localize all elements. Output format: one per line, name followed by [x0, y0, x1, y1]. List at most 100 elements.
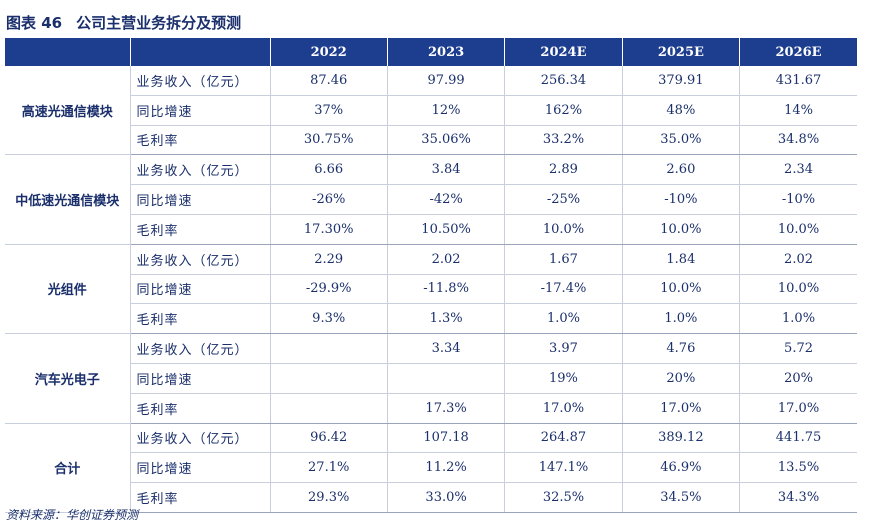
table-cell: 107.18	[387, 423, 506, 454]
table-cell: 30.75%	[270, 125, 388, 156]
table-row: 同比增速 27.1% 11.2% 147.1% 46.9% 13.5%	[5, 452, 857, 484]
table-cell: 2.60	[622, 154, 741, 186]
table-cell: 2.89	[504, 154, 623, 186]
segment-name: 合计	[5, 423, 131, 513]
table-cell: 48%	[622, 95, 741, 126]
source-note: 资料来源：华创证券预测	[6, 508, 139, 522]
table-cell: 17.30%	[270, 214, 388, 245]
table-row: 高速光通信模块 业务收入（亿元） 87.46 97.99 256.34 379.…	[5, 66, 857, 156]
table-cell: 17.0%	[504, 393, 623, 424]
table-cell: 1.84	[622, 244, 741, 275]
metric-label: 同比增速	[130, 274, 271, 305]
table-cell	[270, 333, 388, 364]
table-cell: -26%	[270, 184, 388, 215]
header-row: 2022 2023 2024E 2025E 2026E	[5, 38, 857, 66]
table-cell: 431.67	[739, 66, 857, 96]
table-cell: 33.2%	[504, 125, 623, 156]
table-cell: 441.75	[739, 423, 857, 454]
table-cell: 4.76	[622, 333, 741, 364]
table-cell	[270, 363, 388, 394]
table-cell: 10.0%	[739, 274, 857, 305]
header-cell-segment	[5, 38, 131, 66]
metric-label: 业务收入（亿元）	[130, 333, 271, 364]
metric-label: 毛利率	[130, 214, 271, 245]
table-cell: 19%	[504, 363, 623, 394]
table-row: 毛利率 17.3% 17.0% 17.0% 17.0%	[5, 393, 857, 424]
table-cell: 5.72	[739, 333, 857, 364]
metric-label: 同比增速	[130, 363, 271, 394]
table-cell: 10.0%	[622, 274, 741, 305]
table-cell: 147.1%	[504, 452, 623, 484]
table-cell	[387, 363, 506, 394]
table-row: 同比增速 -26% -42% -25% -10% -10%	[5, 184, 857, 215]
header-cell-2022: 2022	[270, 38, 388, 66]
figure-caption: 公司主营业务拆分及预测	[76, 14, 242, 32]
table-cell: 2.02	[387, 244, 506, 275]
table-cell: 1.0%	[622, 303, 741, 335]
figure-title: 图表 46 公司主营业务拆分及预测	[6, 12, 241, 33]
table-cell: 6.66	[270, 154, 388, 186]
table-cell: 35.0%	[622, 125, 741, 156]
table-row: 合计 业务收入（亿元） 96.42 107.18 264.87 389.12 4…	[5, 423, 857, 513]
table-cell: -29.9%	[270, 274, 388, 305]
table-row: 毛利率 17.30% 10.50% 10.0% 10.0% 10.0%	[5, 214, 857, 245]
table-cell: 162%	[504, 95, 623, 126]
table-cell: 46.9%	[622, 452, 741, 484]
table-cell: 20%	[739, 363, 857, 394]
table-cell: -10%	[622, 184, 741, 215]
table-cell: 87.46	[270, 66, 388, 96]
metric-label: 同比增速	[130, 184, 271, 215]
table-cell: -17.4%	[504, 274, 623, 305]
table-row: 同比增速 19% 20% 20%	[5, 363, 857, 394]
table-cell: 14%	[739, 95, 857, 126]
table-cell: 34.8%	[739, 125, 857, 156]
table-row: 毛利率 9.3% 1.3% 1.0% 1.0% 1.0%	[5, 303, 857, 335]
table-cell: 389.12	[622, 423, 741, 454]
table-cell: 10.0%	[739, 214, 857, 245]
table-cell: 2.02	[739, 244, 857, 275]
metric-label: 毛利率	[130, 303, 271, 335]
table-cell: 3.34	[387, 333, 506, 364]
table-cell: 1.0%	[739, 303, 857, 335]
table-cell: 3.84	[387, 154, 506, 186]
table-cell: 34.3%	[739, 482, 857, 513]
table-cell: 10.50%	[387, 214, 506, 245]
table-cell: 12%	[387, 95, 506, 126]
table-cell: 17.3%	[387, 393, 506, 424]
header-cell-2025e: 2025E	[622, 38, 741, 66]
table-row: 同比增速 -29.9% -11.8% -17.4% 10.0% 10.0%	[5, 274, 857, 305]
table-cell: 256.34	[504, 66, 623, 96]
table-cell: 1.0%	[504, 303, 623, 335]
table-cell: 34.5%	[622, 482, 741, 513]
table-cell: 3.97	[504, 333, 623, 364]
table-cell: 2.29	[270, 244, 388, 275]
table-cell: 2.34	[739, 154, 857, 186]
table-cell: 1.67	[504, 244, 623, 275]
figure-number: 图表 46	[6, 14, 63, 32]
header-cell-2024e: 2024E	[504, 38, 623, 66]
table-cell: 17.0%	[622, 393, 741, 424]
business-forecast-table: 2022 2023 2024E 2025E 2026E 高速光通信模块 业务收入…	[5, 38, 857, 513]
table-row: 毛利率 30.75% 35.06% 33.2% 35.0% 34.8%	[5, 125, 857, 156]
metric-label: 同比增速	[130, 452, 271, 484]
table-cell: 33.0%	[387, 482, 506, 513]
table-cell: 29.3%	[270, 482, 388, 513]
table-cell: 13.5%	[739, 452, 857, 484]
table-row: 毛利率 29.3% 33.0% 32.5% 34.5% 34.3%	[5, 482, 857, 513]
metric-label: 业务收入（亿元）	[130, 244, 271, 275]
metric-label: 毛利率	[130, 125, 271, 156]
table-cell: 379.91	[622, 66, 741, 96]
table-cell: 20%	[622, 363, 741, 394]
table-row: 中低速光通信模块 业务收入（亿元） 6.66 3.84 2.89 2.60 2.…	[5, 154, 857, 245]
table-cell: 10.0%	[504, 214, 623, 245]
header-cell-metric	[130, 38, 271, 66]
table-cell: 1.3%	[387, 303, 506, 335]
metric-label: 业务收入（亿元）	[130, 423, 271, 454]
table-cell: 97.99	[387, 66, 506, 96]
segment-name: 高速光通信模块	[5, 66, 131, 156]
metric-label: 毛利率	[130, 482, 271, 513]
table-cell: 37%	[270, 95, 388, 126]
segment-name: 光组件	[5, 244, 131, 335]
table-cell: 35.06%	[387, 125, 506, 156]
segment-name: 汽车光电子	[5, 333, 131, 424]
